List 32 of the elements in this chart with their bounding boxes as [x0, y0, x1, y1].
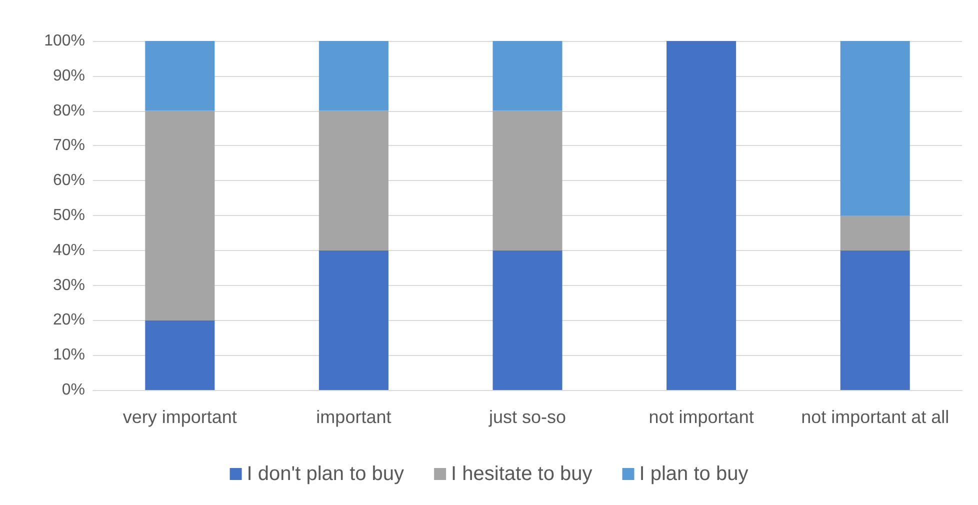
- bar: [492, 41, 562, 111]
- bar: [318, 110, 388, 250]
- bar: [145, 41, 215, 111]
- y-tick-label: 70%: [52, 137, 85, 154]
- x-tick-label: just so-so: [488, 407, 566, 427]
- y-tick-label: 90%: [52, 67, 85, 84]
- x-tick-label: not important: [648, 407, 754, 427]
- bar: [318, 41, 388, 111]
- bar: [492, 110, 562, 250]
- legend-label: I don't plan to buy: [246, 463, 404, 485]
- y-tick-label: 0%: [62, 382, 85, 398]
- bar: [145, 320, 215, 390]
- y-tick-label: 20%: [52, 312, 85, 329]
- y-tick-label: 80%: [52, 102, 85, 120]
- legend-label: I hesitate to buy: [451, 463, 592, 485]
- y-tick-label: 100%: [44, 32, 85, 50]
- x-tick-label: important: [316, 407, 392, 427]
- y-tick-label: 50%: [52, 207, 85, 224]
- bar: [492, 250, 562, 390]
- y-tick-label: 60%: [52, 172, 85, 190]
- x-tick-label: very important: [122, 407, 237, 427]
- bar: [840, 216, 910, 250]
- y-tick-label: 10%: [52, 346, 85, 364]
- x-tick-label: not important at all: [801, 407, 950, 427]
- bar: [840, 41, 910, 216]
- y-tick-label: 30%: [52, 276, 85, 294]
- bar: [145, 110, 215, 320]
- legend-label: I plan to buy: [639, 463, 748, 485]
- y-tick-label: 40%: [52, 242, 85, 259]
- bar: [666, 41, 736, 390]
- bar: [318, 250, 388, 390]
- bar: [840, 250, 910, 390]
